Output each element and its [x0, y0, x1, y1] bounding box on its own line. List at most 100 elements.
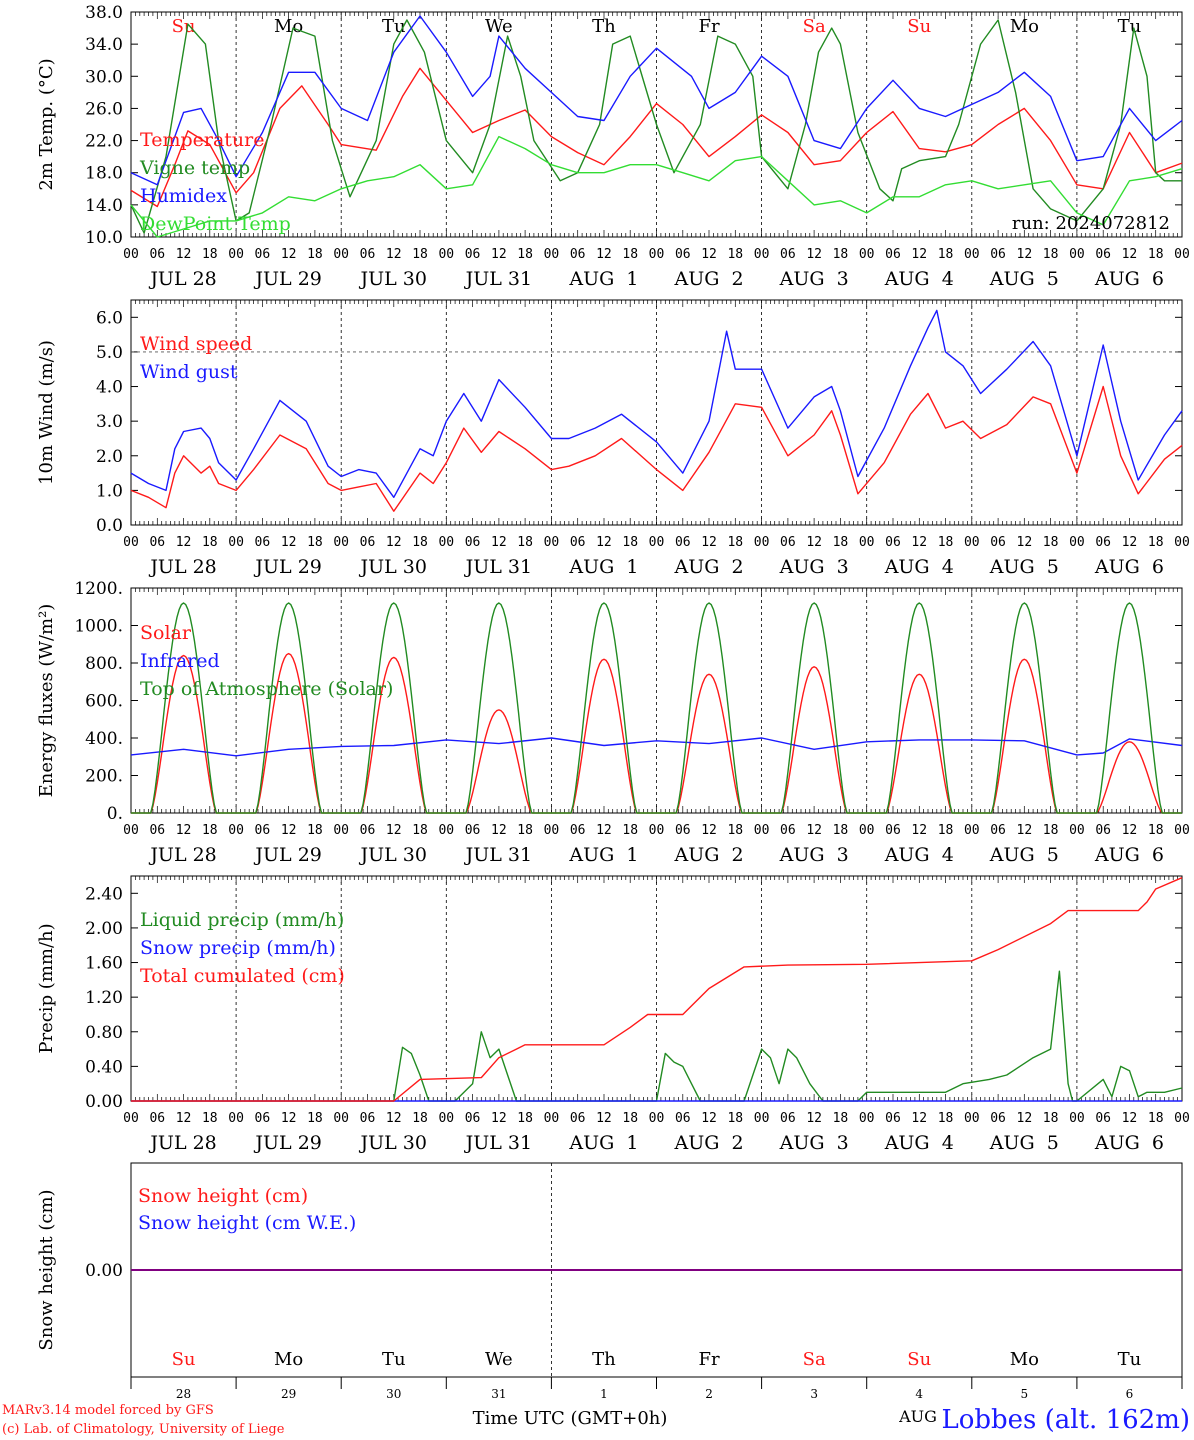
hour-tick-label: 18 [833, 1111, 849, 1126]
hour-tick-label: 00 [438, 247, 454, 262]
hour-tick-label: 00 [228, 1111, 244, 1126]
series-line-vigne-temp [130, 19, 1182, 234]
hour-tick-label: 18 [1043, 535, 1059, 550]
run-annotation: run: 2024072812 [1012, 213, 1170, 234]
hour-tick-label: 18 [202, 823, 218, 838]
hour-tick-label: 12 [176, 247, 192, 262]
series-line-temperature [130, 67, 1183, 208]
y-tick-label: 5.0 [96, 343, 123, 363]
weekday-label: Th [592, 16, 616, 37]
date-label: JUL 31 [464, 268, 532, 290]
date-label: AUG 2 [674, 844, 744, 866]
panel-energy: 0. 200. 400. 600. 800. 1000. 1200. Energy fluxe… [36, 579, 1190, 866]
hour-tick-label: 12 [701, 1111, 717, 1126]
hour-tick-label: 12 [911, 823, 927, 838]
y-axis-title: 10m Wind (m/s) [36, 340, 57, 485]
hour-tick-label: 18 [517, 823, 533, 838]
hour-tick-label: 12 [806, 535, 822, 550]
date-label: JUL 31 [464, 556, 532, 578]
y-tick-label: 18.0 [85, 164, 123, 184]
weekday-label: Tu [382, 1349, 406, 1370]
hour-tick-label: 12 [701, 823, 717, 838]
hour-tick-label: 12 [281, 535, 297, 550]
hour-tick-label: 18 [202, 535, 218, 550]
weekday-label: Mo [1010, 16, 1039, 37]
y-axis-title: Energy fluxes (W/m²) [36, 604, 57, 798]
hour-tick-label: 12 [1017, 247, 1033, 262]
hour-tick-label: 06 [570, 535, 586, 550]
legend-entry: DewPoint Temp [140, 213, 291, 235]
hour-tick-label: 12 [911, 535, 927, 550]
weekday-label: Tu [1118, 16, 1142, 37]
weekday-label: Tu [1118, 1349, 1142, 1370]
y-tick-label: 0.0 [96, 516, 123, 536]
xaxis-title: Time UTC (GMT+0h) [473, 1408, 668, 1429]
y-tick-label: 2.00 [85, 919, 123, 939]
hour-tick-label: 12 [1017, 823, 1033, 838]
hour-tick-label: 06 [885, 247, 901, 262]
hour-tick-label: 00 [1069, 1111, 1085, 1126]
hour-tick-label: 00 [333, 247, 349, 262]
hour-tick-label: 00 [649, 1111, 665, 1126]
legend-entry: Temperature [140, 129, 264, 151]
hour-tick-label: 00 [1174, 823, 1190, 838]
hour-tick-label: 06 [1095, 823, 1111, 838]
hour-tick-label: 12 [1122, 823, 1138, 838]
y-tick-label: 30.0 [85, 67, 123, 87]
date-label: AUG 6 [1094, 556, 1164, 578]
panel-snow: 0.00 Snow height (cm) Su Mo Tu We Th Fr Sa Su Mo Tu… [36, 1162, 1183, 1401]
hour-tick-label: 12 [911, 247, 927, 262]
y-tick-label: 2.40 [85, 884, 123, 904]
date-label: AUG 4 [884, 844, 954, 866]
date-label: AUG 3 [779, 1132, 849, 1154]
hour-tick-label: 18 [1148, 535, 1164, 550]
hour-tick-label: 00 [123, 1111, 139, 1126]
hour-tick-label: 00 [333, 535, 349, 550]
hour-tick-label: 06 [570, 247, 586, 262]
day-number-label: 5 [1021, 1387, 1029, 1401]
hour-tick-label: 18 [1043, 1111, 1059, 1126]
date-label: JUL 28 [148, 844, 216, 866]
hour-tick-label: 18 [517, 1111, 533, 1126]
hour-tick-label: 12 [386, 823, 402, 838]
weekday-label: We [485, 1349, 513, 1370]
day-number-label: 3 [810, 1387, 818, 1401]
date-label: AUG 1 [568, 844, 638, 866]
hour-tick-label: 06 [255, 535, 271, 550]
hour-tick-label: 06 [570, 1111, 586, 1126]
hour-tick-label: 18 [1148, 247, 1164, 262]
hour-tick-label: 06 [360, 535, 376, 550]
hour-tick-label: 00 [544, 1111, 560, 1126]
hour-tick-label: 18 [727, 1111, 743, 1126]
date-label: JUL 29 [253, 1132, 321, 1154]
hour-tick-label: 12 [491, 823, 507, 838]
series-line-infrared [130, 737, 1183, 757]
y-tick-label: 800. [85, 654, 123, 674]
weekday-label: Fr [699, 16, 720, 37]
y-tick-label: 3.0 [96, 412, 123, 432]
y-axis-title: Precip (mm/h) [36, 923, 57, 1053]
hour-tick-label: 12 [596, 535, 612, 550]
weekday-label: Su [172, 1349, 196, 1370]
hour-tick-label: 00 [544, 535, 560, 550]
hour-tick-label: 00 [228, 823, 244, 838]
hour-tick-label: 00 [859, 823, 875, 838]
hour-tick-label: 12 [1122, 1111, 1138, 1126]
hour-tick-label: 06 [149, 1111, 165, 1126]
weekday-label: Su [907, 1349, 931, 1370]
y-tick-label: 38.0 [85, 3, 123, 23]
y-tick-label: 0.00 [85, 1261, 123, 1281]
hour-tick-label: 06 [885, 1111, 901, 1126]
hour-tick-label: 18 [622, 247, 638, 262]
hour-tick-label: 12 [281, 823, 297, 838]
hour-tick-label: 18 [1043, 823, 1059, 838]
hour-tick-label: 18 [938, 535, 954, 550]
day-number-label: 30 [386, 1387, 401, 1401]
date-label: AUG 4 [884, 1132, 954, 1154]
hour-tick-label: 06 [255, 1111, 271, 1126]
y-tick-label: 14.0 [85, 196, 123, 216]
y-tick-label: 0.00 [85, 1092, 123, 1112]
hour-tick-label: 00 [754, 823, 770, 838]
hour-tick-label: 18 [412, 247, 428, 262]
date-label: AUG 1 [568, 268, 638, 290]
